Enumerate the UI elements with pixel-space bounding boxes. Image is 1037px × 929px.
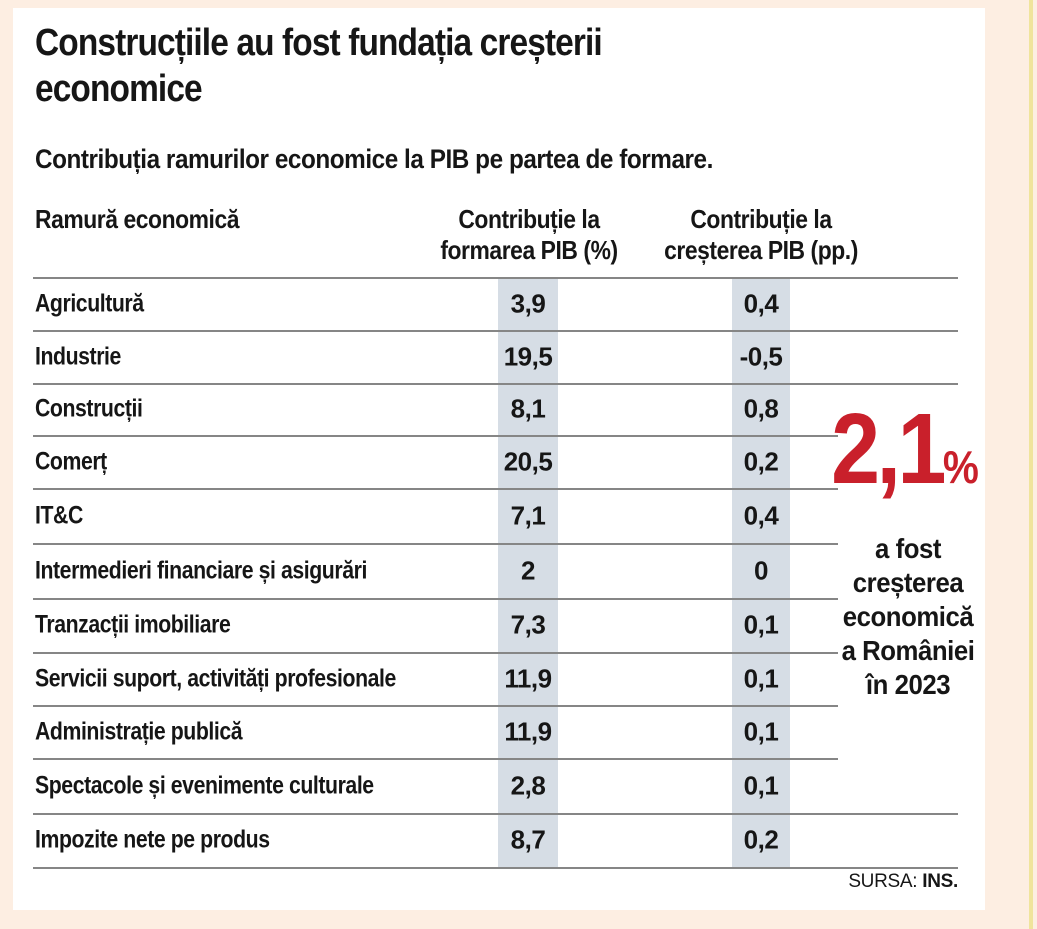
crestere-value-cell: 0,1 (743, 770, 779, 800)
formare-value-cell: 20,5 (503, 446, 553, 476)
crestere-value-cell: 0,8 (743, 393, 779, 424)
column-header-growth-line-1: Contribuție la (690, 204, 832, 234)
highlight-band-formation (498, 277, 558, 867)
row-label: IT&C (35, 501, 83, 529)
table-row: Agricultură 3,9 0,4 (13, 277, 985, 330)
table-row: Industrie 19,5 -0,5 (13, 330, 985, 383)
crestere-value-cell: 0,1 (743, 716, 779, 746)
formare-value-cell: 8,7 (510, 824, 546, 855)
column-header-formation-line-2: formarea PIB (%) (440, 235, 618, 265)
row-label: Administrație publică (35, 717, 243, 745)
crestere-value-cell: 0,1 (743, 663, 779, 693)
crestere-value-cell: 0,2 (743, 446, 779, 476)
table-rule (33, 435, 838, 437)
source-name: INS. (922, 871, 958, 892)
formare-value-cell: 11,9 (504, 716, 552, 746)
formare-value-cell: 11,9 (504, 663, 552, 693)
table-rule (33, 383, 958, 385)
formare-value-cell: 7,1 (510, 500, 546, 530)
percent-sign: % (942, 441, 979, 493)
table-row: Comerț 20,5 0,2 (13, 435, 985, 488)
table-row: IT&C 7,1 0,4 (13, 488, 985, 543)
crestere-value-cell: -0,5 (739, 341, 783, 371)
table-row: Administrație publică 11,9 0,1 (13, 705, 985, 758)
row-label: Construcții (35, 394, 143, 423)
growth-callout-number: 2,1 (831, 393, 946, 505)
growth-callout-caption-line: în 2023 (865, 669, 951, 700)
crestere-value-cell: 0,4 (743, 500, 779, 530)
table-row: Intermedieri financiare și asigurări 2 0 (13, 543, 985, 598)
crestere-value-cell: 0 (754, 555, 768, 585)
row-label: Comerț (35, 447, 107, 475)
column-header-growth: Contribuție la creșterea PIB (pp.) (629, 204, 893, 266)
row-label: Industrie (35, 342, 121, 370)
table-row: Servicii suport, activități profesionale… (13, 652, 985, 705)
growth-callout-caption-line: economică (842, 601, 974, 632)
row-label: Agricultură (35, 289, 144, 317)
page-subtitle: Contribuția ramurilor economice la PIB p… (35, 144, 713, 174)
table-rule (33, 867, 958, 869)
column-header-formation: Contribuție la formarea PIB (%) (401, 204, 656, 266)
formare-value-cell: 2 (521, 555, 535, 585)
growth-callout-caption-line: a României (841, 635, 975, 666)
row-label: Intermedieri financiare și asigurări (35, 556, 367, 584)
table-rule (33, 543, 838, 545)
accent-stripe (1029, 0, 1033, 929)
growth-callout-caption: a fost creșterea economică a României în… (816, 532, 1000, 702)
table-rule (33, 758, 838, 760)
source-credit: SURSA: INS. (848, 871, 958, 893)
table-rule (33, 488, 838, 490)
table-row: Spectacole și evenimente culturale 2,8 0… (13, 758, 985, 813)
formare-value-cell: 7,3 (510, 609, 546, 640)
crestere-value-cell: 0,4 (743, 288, 779, 318)
highlight-band-growth (732, 277, 790, 867)
table-rule (33, 598, 838, 600)
row-label: Servicii suport, activități profesionale (35, 664, 396, 692)
table-row: Construcții 8,1 0,8 (13, 383, 985, 435)
growth-callout-caption-line: creșterea (852, 567, 964, 598)
column-header-growth-line-2: creșterea PIB (pp.) (664, 235, 858, 265)
row-label: Impozite nete pe produs (35, 825, 270, 854)
table-row: Tranzacții imobiliare 7,3 0,1 (13, 598, 985, 652)
page-title: Construcțiile au fost fundația creșterii… (35, 20, 679, 112)
table-rule (33, 813, 958, 815)
table-rule (33, 652, 838, 654)
growth-callout-caption-line: a fost (875, 533, 941, 564)
infographic-card: Construcțiile au fost fundația creșterii… (13, 8, 985, 910)
formare-value-cell: 3,9 (510, 288, 546, 318)
column-header-branch: Ramură economică (35, 204, 240, 234)
formare-value-cell: 19,5 (503, 341, 553, 371)
formare-value-cell: 2,8 (510, 770, 546, 800)
crestere-value-cell: 0,2 (743, 824, 779, 855)
formare-value-cell: 8,1 (510, 393, 546, 424)
source-prefix: SURSA: (848, 871, 923, 892)
page-title-line-2: economice (35, 68, 203, 110)
column-header-formation-line-1: Contribuție la (458, 204, 600, 234)
crestere-value-cell: 0,1 (743, 609, 779, 640)
row-label: Spectacole și evenimente culturale (35, 771, 374, 799)
table-rule (33, 330, 958, 332)
table-rule (33, 705, 838, 707)
growth-callout-value: 2,1% (830, 399, 980, 517)
table-row: Impozite nete pe produs 8,7 0,2 (13, 813, 985, 867)
page-title-line-1: Construcțiile au fost fundația creșterii (35, 22, 603, 64)
table-rule (33, 277, 958, 279)
row-label: Tranzacții imobiliare (35, 610, 231, 639)
